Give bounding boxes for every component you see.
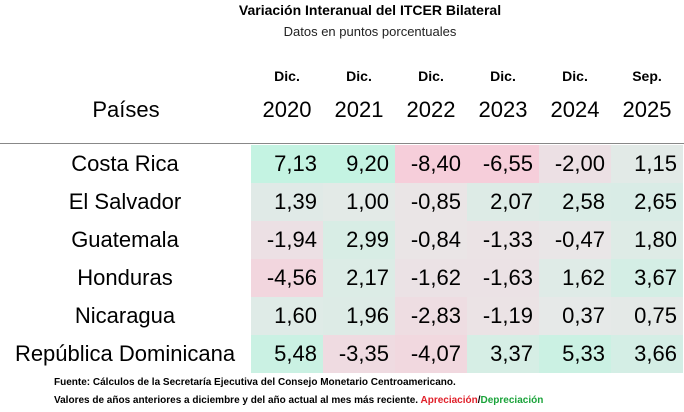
title: Variación Interanual del ITCER Bilateral (238, 2, 502, 18)
value-cell: 1,15 (611, 145, 683, 183)
header-rule (0, 143, 684, 144)
value-cell: -2,00 (539, 145, 611, 183)
value-cell: 2,17 (323, 259, 395, 297)
subtitle: Datos en puntos porcentuales (283, 24, 457, 39)
column-header-top: Dic. (418, 68, 444, 84)
value-cell: -0,47 (539, 221, 611, 259)
country: Guatemala (71, 227, 179, 252)
row-header: Países (92, 97, 160, 122)
value-cell: -1,33 (467, 221, 539, 259)
separator: / (477, 395, 481, 406)
value-cell: 2,07 (467, 183, 539, 221)
value-cell: -0,84 (395, 221, 467, 259)
appreciation: Apreciación (420, 395, 478, 406)
depreciation: Depreciación (480, 395, 544, 406)
value-cell: -8,40 (395, 145, 467, 183)
value-cell: -0,85 (395, 183, 467, 221)
value-cell: 2,58 (539, 183, 611, 221)
value-cell: -1,62 (395, 259, 467, 297)
country: Nicaragua (74, 303, 176, 328)
value-cell: 2,99 (323, 221, 395, 259)
column-header-bottom: 2023 (478, 97, 528, 122)
value-cell: -4,56 (251, 259, 323, 297)
value-cell: 9,20 (323, 145, 395, 183)
value-cell: 3,66 (611, 335, 683, 373)
value-cell: 1,39 (251, 183, 323, 221)
value-cell: -1,94 (251, 221, 323, 259)
value-cell: 2,65 (611, 183, 683, 221)
country: República Dominicana (14, 341, 236, 366)
column-header-top: Dic. (562, 68, 588, 84)
footer-note-text: Valores de años anteriores a diciembre y… (54, 395, 419, 406)
country: Costa Rica (71, 151, 179, 176)
value-cell: -4,07 (395, 335, 467, 373)
value-cell: 0,75 (611, 297, 683, 335)
value-cell: 1,80 (611, 221, 683, 259)
value-cell: 3,37 (467, 335, 539, 373)
value-cell: -6,55 (467, 145, 539, 183)
column-header-bottom: 2022 (406, 97, 456, 122)
value-cell: 7,13 (251, 145, 323, 183)
column-header-top: Dic. (490, 68, 516, 84)
footer-note: Valores de años anteriores a diciembre y… (54, 395, 543, 406)
value-cell: 3,67 (611, 259, 683, 297)
column-header-top: Dic. (274, 68, 300, 84)
footer-source: Fuente: Cálculos de la Secretaría Ejecut… (54, 377, 456, 388)
column-header-bottom: 2020 (262, 97, 312, 122)
value-cell: -3,35 (323, 335, 395, 373)
value-cell: 1,00 (323, 183, 395, 221)
column-header-bottom: 2021 (334, 97, 384, 122)
country: Honduras (77, 265, 173, 290)
value-cell: 0,37 (539, 297, 611, 335)
value-cell: 1,60 (251, 297, 323, 335)
value-cell: 1,62 (539, 259, 611, 297)
country: El Salvador (68, 189, 182, 214)
value-cell: 5,33 (539, 335, 611, 373)
column-header-top: Sep. (632, 68, 662, 84)
value-cell: 5,48 (251, 335, 323, 373)
value-cell: -2,83 (395, 297, 467, 335)
value-cell: -1,19 (467, 297, 539, 335)
column-header-bottom: 2025 (622, 97, 672, 122)
column-header-bottom: 2024 (550, 97, 600, 122)
value-cell: 1,96 (323, 297, 395, 335)
column-header-top: Dic. (346, 68, 372, 84)
value-cell: -1,63 (467, 259, 539, 297)
